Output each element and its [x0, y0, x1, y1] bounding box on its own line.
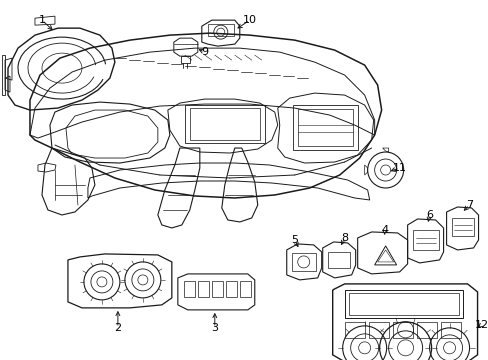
Text: 9: 9 — [201, 47, 208, 57]
Text: 4: 4 — [380, 225, 387, 235]
Text: 12: 12 — [473, 320, 488, 330]
Text: 6: 6 — [425, 210, 432, 220]
Text: 8: 8 — [341, 233, 347, 243]
Text: 11: 11 — [392, 163, 406, 173]
Text: 5: 5 — [291, 235, 298, 245]
Text: 10: 10 — [242, 15, 256, 25]
Text: 3: 3 — [211, 323, 218, 333]
Text: 1: 1 — [39, 15, 45, 25]
Text: 2: 2 — [114, 323, 121, 333]
Text: 7: 7 — [465, 200, 472, 210]
